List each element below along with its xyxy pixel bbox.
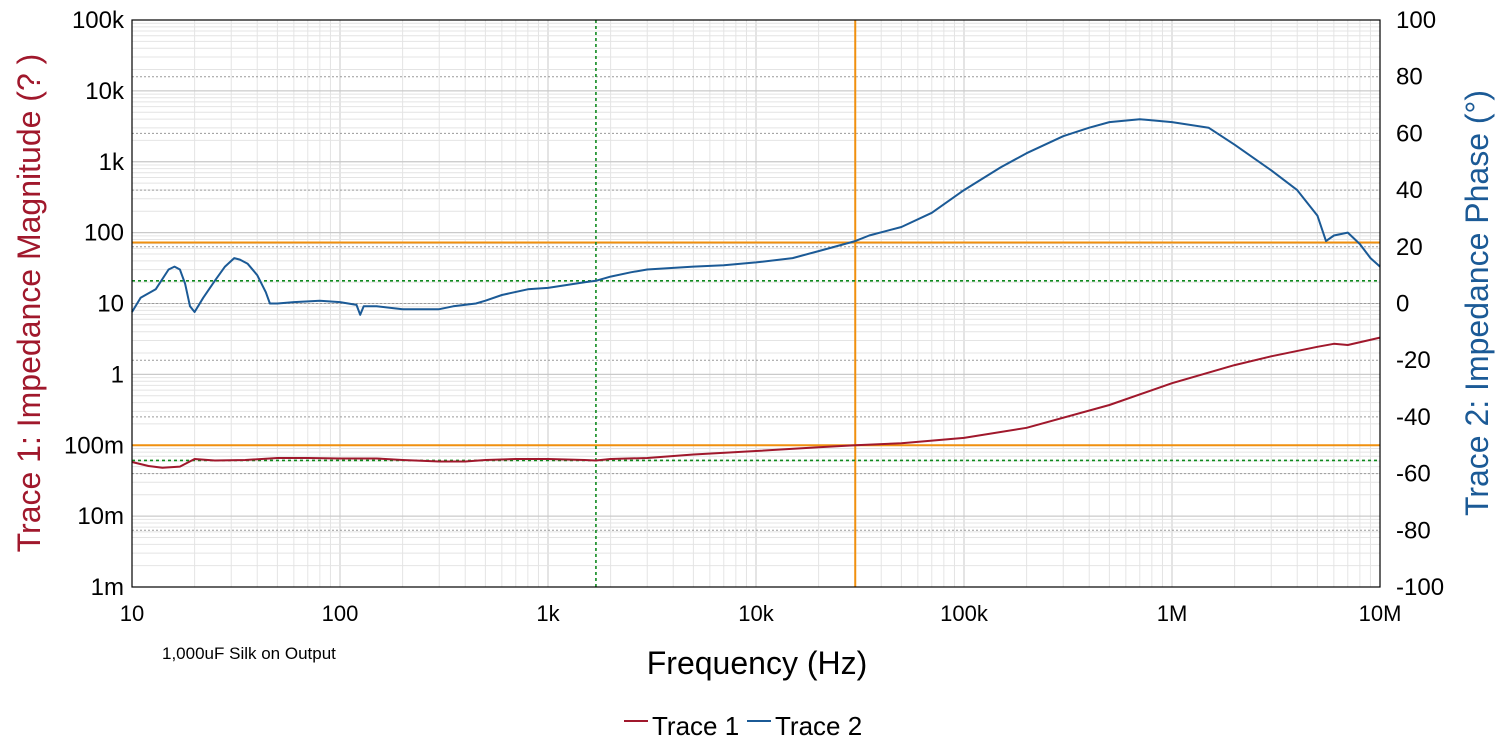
series-1-line bbox=[131, 336, 1381, 469]
left-tick-label: 1k bbox=[99, 149, 125, 176]
x-axis-title: Frequency (Hz) bbox=[647, 645, 868, 681]
right-tick-label: -80 bbox=[1396, 517, 1431, 544]
right-tick-label: -100 bbox=[1396, 574, 1444, 601]
series-2-line bbox=[131, 118, 1381, 316]
x-tick-label: 10 bbox=[120, 601, 144, 626]
left-tick-label: 1m bbox=[91, 574, 124, 601]
x-tick-label: 100 bbox=[322, 601, 359, 626]
plot-frame bbox=[131, 19, 1381, 588]
left-tick-label: 100 bbox=[84, 220, 124, 247]
x-tick-label: 1k bbox=[536, 601, 560, 626]
right-tick-label: 0 bbox=[1396, 291, 1409, 318]
left-tick-label: 10k bbox=[85, 78, 125, 105]
right-axis-title: Trace 2: Impedance Phase (°) bbox=[1459, 90, 1495, 516]
left-tick-label: 100k bbox=[72, 7, 125, 34]
left-tick-label: 10m bbox=[77, 503, 124, 530]
x-tick-label: 1M bbox=[1157, 601, 1188, 626]
x-tick-label: 10M bbox=[1359, 601, 1402, 626]
legend-label-trace2: Trace 2 bbox=[775, 711, 862, 741]
right-tick-label: -20 bbox=[1396, 347, 1431, 374]
legend: Trace 1 Trace 2 bbox=[624, 711, 862, 741]
right-tick-label: -60 bbox=[1396, 461, 1431, 488]
right-tick-label: 60 bbox=[1396, 120, 1423, 147]
right-tick-label: -40 bbox=[1396, 404, 1431, 431]
x-tick-label: 100k bbox=[940, 601, 989, 626]
right-tick-label: 80 bbox=[1396, 64, 1423, 91]
right-tick-label: 100 bbox=[1396, 7, 1436, 34]
grid bbox=[131, 19, 1381, 588]
tick-labels: 10 100 1k 10k 100k 1M 10M 100k 10k 1k 100 10 1 100m 10… bbox=[64, 7, 1444, 626]
right-tick-label: 40 bbox=[1396, 177, 1423, 204]
series bbox=[131, 118, 1381, 469]
x-tick-label: 10k bbox=[738, 601, 774, 626]
left-tick-label: 10 bbox=[97, 291, 124, 318]
annotation-label: 1,000uF Silk on Output bbox=[162, 644, 336, 663]
left-tick-label: 100m bbox=[64, 432, 124, 459]
legend-label-trace1: Trace 1 bbox=[652, 711, 739, 741]
left-tick-label: 1 bbox=[111, 361, 124, 388]
cursors bbox=[132, 20, 1380, 587]
right-tick-label: 20 bbox=[1396, 234, 1423, 261]
left-axis-title: Trace 1: Impedance Magnitude (? ) bbox=[11, 54, 47, 553]
